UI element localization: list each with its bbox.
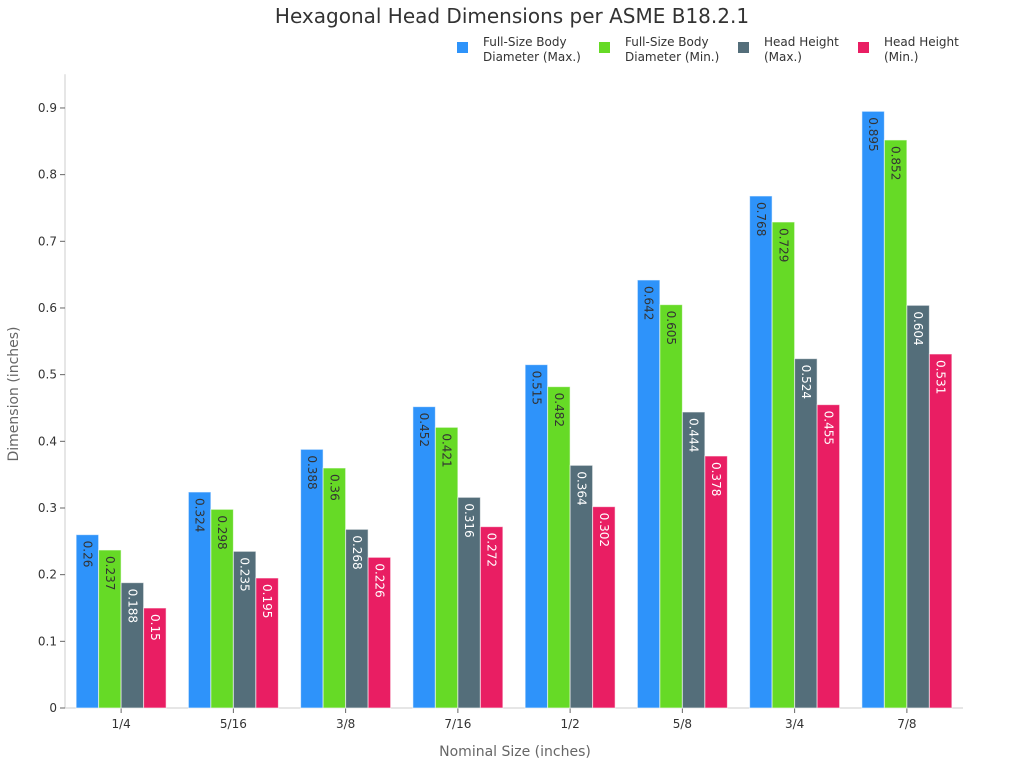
bar — [412, 406, 436, 709]
data-label: 0.26 — [80, 541, 94, 568]
bar — [367, 556, 392, 709]
data-label: 0.302 — [597, 513, 611, 547]
data-label: 0.324 — [193, 498, 207, 532]
x-tick-label: 5/16 — [220, 717, 247, 731]
x-axis-label: Nominal Size (inches) — [439, 744, 591, 760]
data-label: 0.768 — [754, 202, 768, 236]
bar — [524, 364, 549, 709]
data-label: 0.237 — [103, 556, 117, 590]
y-tick-label: 0.5 — [38, 368, 57, 382]
bar — [143, 607, 167, 709]
data-label: 0.482 — [552, 393, 566, 427]
data-label: 0.298 — [215, 515, 229, 549]
data-label: 0.604 — [911, 311, 925, 345]
data-label: 0.852 — [889, 146, 903, 180]
x-tick-label: 7/8 — [897, 717, 916, 731]
data-label: 0.226 — [372, 563, 386, 597]
data-label: 0.316 — [462, 503, 476, 537]
data-label: 0.642 — [642, 286, 656, 320]
y-tick-label: 0.7 — [38, 234, 57, 248]
y-axis-label: Dimension (inches) — [6, 326, 22, 461]
data-label: 0.15 — [148, 614, 162, 641]
legend-label: Head Height (Max.) — [764, 35, 839, 64]
y-tick-label: 0.4 — [38, 434, 57, 448]
data-label: 0.455 — [821, 411, 835, 445]
data-label: 0.452 — [417, 413, 431, 447]
data-label: 0.268 — [350, 535, 364, 569]
bar — [479, 526, 504, 709]
bar — [255, 577, 279, 709]
legend-label: Full-Size Body Diameter (Max.) — [483, 35, 581, 64]
data-label: 0.531 — [934, 360, 948, 394]
bar — [322, 467, 347, 709]
legend-swatch — [599, 42, 610, 53]
bar — [861, 110, 885, 709]
legend-swatch — [457, 42, 468, 53]
x-tick-label: 1/2 — [560, 717, 579, 731]
x-tick-label: 3/4 — [785, 717, 804, 731]
legend-label: Full-Size Body Diameter (Min.) — [625, 35, 719, 64]
data-label: 0.524 — [799, 365, 813, 399]
y-tick-label: 0.1 — [38, 634, 57, 648]
bar — [434, 426, 459, 709]
data-label: 0.421 — [440, 433, 454, 467]
bar — [636, 279, 661, 709]
bar — [659, 304, 683, 709]
bar — [547, 386, 571, 709]
data-label: 0.378 — [709, 462, 723, 496]
data-label: 0.195 — [260, 584, 274, 618]
bar — [771, 221, 796, 709]
y-tick-label: 0.2 — [38, 568, 57, 582]
data-label: 0.515 — [529, 371, 543, 405]
data-label: 0.188 — [125, 589, 139, 623]
legend-swatch — [738, 42, 749, 53]
data-label: 0.388 — [305, 455, 319, 489]
y-tick-label: 0 — [49, 701, 57, 715]
y-tick-label: 0.8 — [38, 168, 57, 182]
bar — [906, 304, 930, 709]
y-tick-label: 0.9 — [38, 101, 57, 115]
legend-swatch — [858, 42, 869, 53]
data-label: 0.272 — [485, 533, 499, 567]
legend-label: Head Height (Min.) — [884, 35, 959, 64]
data-label: 0.895 — [866, 117, 880, 151]
bar — [883, 139, 908, 709]
x-tick-label: 5/8 — [673, 717, 692, 731]
bar — [592, 506, 616, 709]
data-label: 0.729 — [776, 228, 790, 262]
y-tick-label: 0.6 — [38, 301, 57, 315]
bar — [794, 358, 818, 709]
chart-title: Hexagonal Head Dimensions per ASME B18.2… — [275, 4, 749, 28]
bar — [816, 404, 841, 709]
data-label: 0.605 — [664, 311, 678, 345]
x-tick-label: 3/8 — [336, 717, 355, 731]
bar — [928, 353, 953, 709]
data-label: 0.36 — [327, 474, 341, 501]
data-label: 0.364 — [574, 471, 588, 505]
y-tick-label: 0.3 — [38, 501, 57, 515]
x-tick-label: 1/4 — [111, 717, 130, 731]
bar — [704, 455, 728, 709]
data-label: 0.235 — [238, 557, 252, 591]
bar — [749, 195, 773, 709]
x-tick-label: 7/16 — [444, 717, 471, 731]
data-label: 0.444 — [687, 418, 701, 452]
bar — [681, 411, 706, 709]
